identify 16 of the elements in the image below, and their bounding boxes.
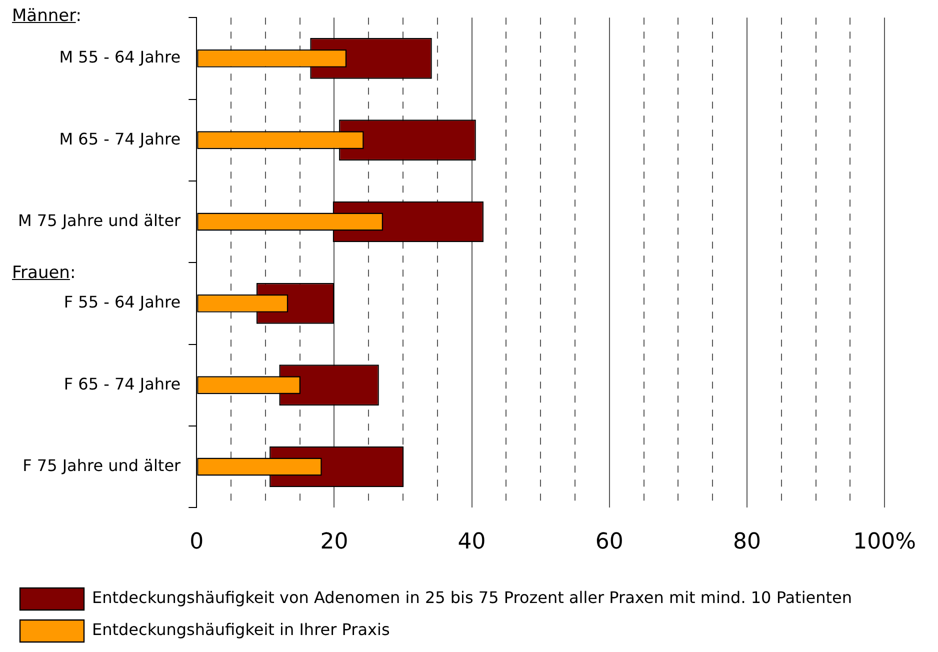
x-tick-label: 0 bbox=[190, 530, 204, 555]
legend-label: Entdeckungshäufigkeit in Ihrer Praxis bbox=[92, 620, 390, 640]
y-tick-label: M 55 - 64 Jahre bbox=[59, 48, 181, 67]
x-tick-label: 80 bbox=[732, 530, 761, 555]
y-tick-label: M 75 Jahre und älter bbox=[18, 210, 182, 230]
text: Männer: bbox=[12, 6, 82, 26]
x-tick-label: 100% bbox=[853, 530, 916, 555]
legend-label: Entdeckungshäufigkeit von Adenomen in 25 bis 75 Prozent aller Praxen mit mind. 10 Patienten bbox=[92, 588, 852, 608]
x-tick-label: 60 bbox=[595, 530, 624, 555]
y-tick-label: F 75 Jahre und älter bbox=[22, 456, 182, 475]
y-tick-label: M 65 - 74 Jahre bbox=[59, 129, 181, 148]
y-tick-label: F 65 - 74 Jahre bbox=[64, 374, 181, 394]
x-tick-label: 40 bbox=[458, 530, 486, 555]
text: Frauen: bbox=[12, 263, 76, 283]
y-tick-label: F 55 - 64 Jahre bbox=[64, 292, 181, 312]
x-tick-label: 20 bbox=[320, 530, 348, 555]
